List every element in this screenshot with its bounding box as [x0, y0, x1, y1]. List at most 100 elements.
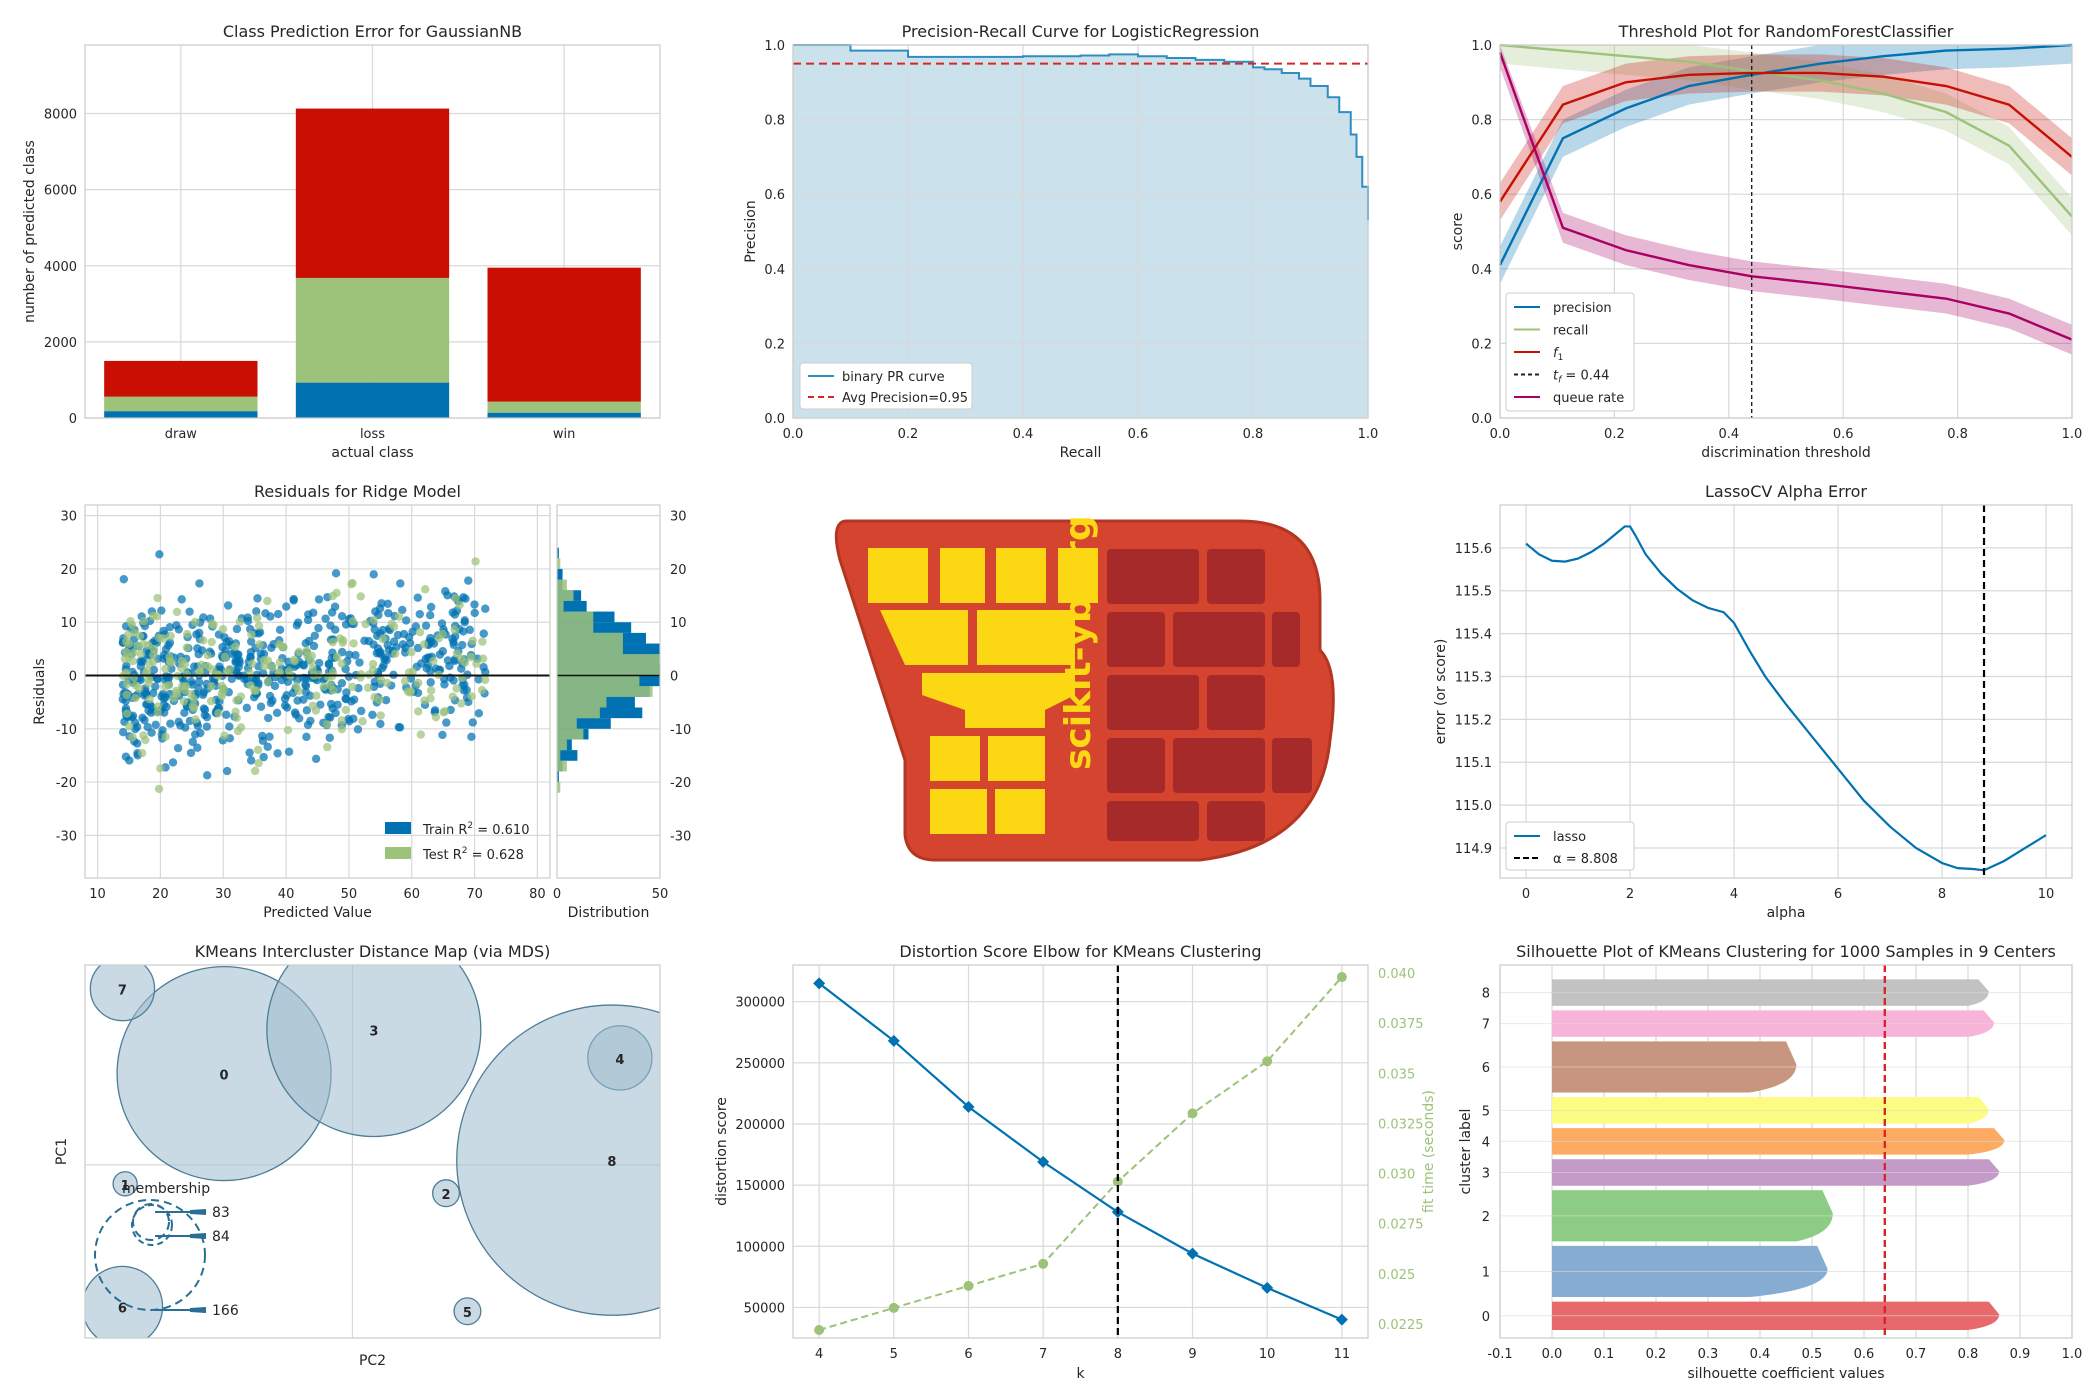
residual-point	[263, 596, 272, 606]
residual-point	[384, 608, 393, 618]
residual-point	[247, 630, 256, 639]
residual-point	[224, 637, 234, 646]
residual-point	[337, 612, 347, 621]
residual-point	[274, 640, 284, 649]
logo-block	[940, 548, 985, 603]
residual-point	[344, 672, 354, 681]
x-tick-label: 0.6	[1854, 1347, 1875, 1362]
pr-curve	[793, 44, 1369, 221]
residual-point	[227, 674, 237, 684]
residual-point	[349, 639, 358, 648]
y-tick-label: 2000	[44, 336, 77, 351]
residual-point	[127, 620, 137, 630]
histogram-bar	[557, 579, 567, 591]
distortion-point	[1186, 1247, 1199, 1260]
distortion-point	[813, 977, 826, 990]
chart-title: Residuals for Ridge Model	[254, 482, 461, 501]
logo-brick	[1107, 675, 1199, 730]
residual-point	[181, 723, 190, 732]
x-tick-label: 9	[1188, 1347, 1196, 1362]
x-tick-label: 8	[1114, 1347, 1122, 1362]
residual-point	[356, 670, 366, 679]
x-tick-label: 4	[1730, 887, 1738, 902]
residual-point	[457, 664, 466, 673]
plot-border	[1499, 44, 2073, 419]
y-tick-label: 50000	[744, 1301, 785, 1316]
histogram-bar	[557, 750, 578, 761]
x-axis-label: silhouette coefficient values	[1688, 1366, 1885, 1382]
x-tick-label: 2	[1626, 887, 1634, 902]
y2-tick-label: 0.035	[1378, 1067, 1415, 1082]
x-tick-label: 0.9	[2010, 1347, 2031, 1362]
residual-point	[369, 570, 378, 579]
histogram-bar	[557, 718, 577, 729]
residual-point	[250, 686, 259, 695]
residual-point	[414, 707, 423, 716]
y2-tick-label: 0.0275	[1378, 1218, 1424, 1233]
cluster-label: 7	[118, 984, 127, 999]
plot-border	[1499, 964, 2073, 1339]
residual-point	[415, 627, 425, 637]
y-tick-label: 0.2	[1471, 337, 1492, 352]
fit-time-point	[814, 1324, 825, 1335]
histogram-bar	[557, 750, 561, 761]
cluster-circle	[453, 1297, 482, 1326]
legend-label: tf = 0.44	[1553, 369, 1609, 386]
residual-point	[332, 652, 342, 662]
pr-area	[793, 45, 1368, 418]
x-tick-label: 0.0	[1490, 427, 1511, 442]
x-tick-label: 6	[964, 1347, 972, 1362]
residual-point	[371, 607, 380, 616]
residual-point	[254, 662, 263, 671]
plot-border	[792, 44, 1369, 419]
residual-point	[376, 711, 385, 720]
cluster-label: 5	[463, 1306, 472, 1321]
residual-point	[124, 639, 134, 648]
logo-brick	[1107, 549, 1199, 604]
histogram-bar	[557, 686, 653, 697]
cluster-circle	[85, 1265, 164, 1338]
bar-segment	[104, 360, 258, 397]
residual-point	[194, 677, 204, 687]
residual-point	[256, 702, 266, 711]
residual-point	[376, 647, 385, 657]
legend-label: precision	[1553, 301, 1612, 316]
residual-point	[303, 652, 312, 661]
confidence-band	[1500, 45, 2072, 236]
residual-point	[341, 705, 351, 715]
y-tick-label: 250000	[735, 1057, 785, 1072]
x-tick-label: 70	[466, 887, 483, 902]
residual-point	[420, 585, 430, 594]
bar-segment	[104, 396, 258, 412]
residual-point	[254, 621, 264, 630]
cluster-label: 6	[118, 1302, 127, 1317]
residual-point	[149, 644, 159, 654]
y-tick-label: 4	[1482, 1135, 1490, 1150]
logo-block	[996, 548, 1046, 603]
residual-point	[481, 604, 490, 613]
residual-point	[203, 651, 212, 660]
fit-time-point	[1187, 1108, 1198, 1119]
residual-point	[143, 640, 153, 650]
bar-segment	[487, 267, 641, 402]
residual-point	[438, 647, 447, 656]
residual-point	[121, 647, 131, 657]
fit-time-point	[1262, 1056, 1273, 1067]
x-tick-label: 0.7	[1906, 1347, 1927, 1362]
residual-point	[165, 622, 174, 632]
residual-point	[383, 640, 392, 650]
x-tick-label: loss	[360, 427, 385, 442]
residual-point	[129, 648, 138, 658]
residual-point	[426, 694, 435, 703]
residual-point	[381, 695, 391, 705]
chart-title: Silhouette Plot of KMeans Clustering for…	[1516, 942, 2056, 961]
residual-point	[470, 608, 479, 618]
plot-border	[84, 964, 661, 1339]
residual-point	[319, 682, 328, 691]
residual-point	[222, 710, 231, 719]
residual-point	[202, 771, 212, 780]
residual-point	[356, 706, 366, 716]
residual-point	[156, 764, 165, 773]
residual-point	[155, 550, 164, 559]
residual-point	[267, 643, 276, 652]
